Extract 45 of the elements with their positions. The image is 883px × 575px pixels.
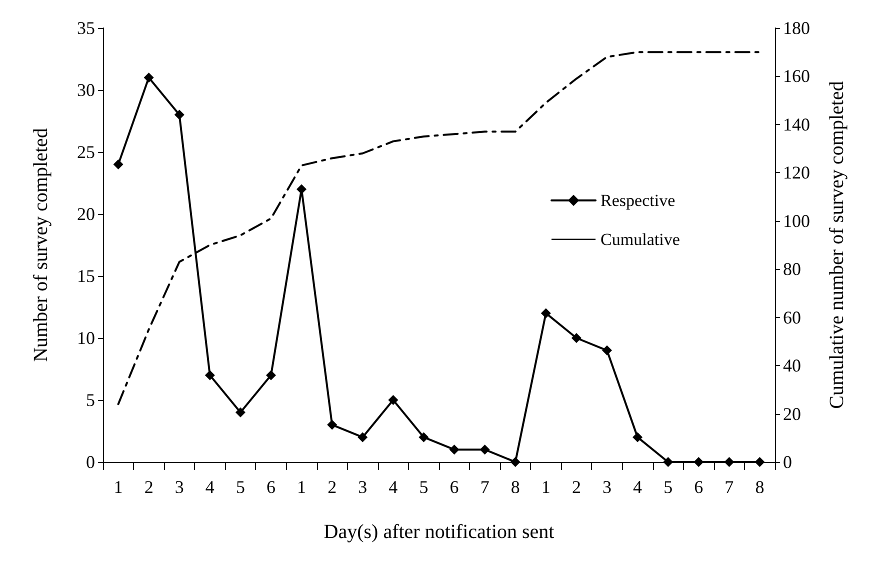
x-tick-label: 5 — [419, 477, 428, 497]
x-tick-label: 3 — [174, 477, 184, 497]
y-tick-label: 5 — [86, 390, 95, 410]
y2-tick-label: 140 — [783, 114, 810, 134]
x-tick-label: 6 — [450, 477, 459, 497]
x-tick-label: 1 — [541, 477, 550, 497]
x-tick-label: 1 — [114, 477, 123, 497]
y2-tick-label: 160 — [783, 66, 810, 86]
y2-tick-label: 20 — [783, 404, 801, 424]
y2-axis-title: Cumulative number of survey completed — [826, 81, 848, 409]
x-tick-label: 8 — [755, 477, 764, 497]
x-tick-label: 3 — [602, 477, 612, 497]
x-tick-label: 2 — [572, 477, 581, 497]
x-tick-label: 7 — [480, 477, 490, 497]
x-tick-label: 6 — [694, 477, 704, 497]
x-tick-label: 2 — [144, 477, 154, 497]
x-tick-label: 1 — [297, 477, 306, 497]
y2-tick-label: 80 — [783, 259, 801, 280]
y2-tick-label: 0 — [783, 452, 792, 472]
y2-tick-label: 180 — [783, 18, 810, 38]
y2-tick-label: 40 — [783, 356, 801, 376]
legend-label: Cumulative — [600, 230, 680, 249]
y2-tick-label: 100 — [783, 210, 810, 231]
y-tick-label: 15 — [77, 266, 95, 286]
y-tick-label: 10 — [77, 328, 95, 348]
x-tick-label: 2 — [328, 477, 337, 497]
x-tick-label: 4 — [388, 477, 398, 497]
x-tick-label: 3 — [358, 477, 368, 497]
legend-label: Respective — [600, 190, 676, 210]
y2-tick-label: 120 — [783, 162, 810, 183]
y-tick-label: 20 — [77, 204, 95, 224]
x-axis-title: Day(s) after notification sent — [324, 521, 555, 543]
y-tick-label: 30 — [77, 80, 95, 100]
x-tick-label: 5 — [664, 477, 673, 497]
x-tick-label: 4 — [633, 477, 642, 497]
x-tick-label: 8 — [510, 477, 520, 497]
x-tick-label: 6 — [266, 477, 276, 497]
x-tick-label: 5 — [236, 477, 245, 497]
y-axis-title: Number of survey completed — [30, 128, 52, 362]
x-tick-label: 7 — [724, 477, 734, 497]
y2-tick-label: 60 — [783, 307, 801, 328]
y-tick-label: 35 — [77, 18, 95, 38]
y-tick-label: 0 — [86, 452, 95, 472]
y-tick-label: 25 — [77, 142, 95, 162]
x-tick-label: 4 — [205, 477, 214, 497]
